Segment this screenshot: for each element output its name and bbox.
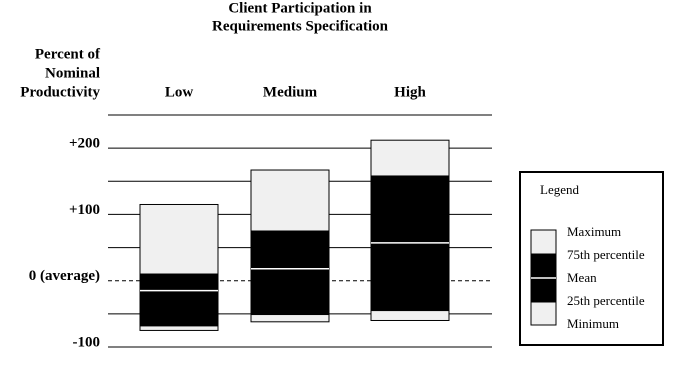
legend-label: Maximum	[567, 224, 621, 239]
legend-label: 75th percentile	[567, 247, 645, 262]
legend-label: Minimum	[567, 316, 619, 331]
chart-title: Client Participation in	[228, 0, 372, 16]
y-tick-label: +100	[69, 202, 100, 218]
upper-range	[250, 169, 330, 232]
lower-range	[250, 314, 330, 323]
x-tick-label: Low	[165, 84, 194, 100]
upper-range	[139, 203, 219, 275]
chart-title: Requirements Specification	[212, 18, 389, 34]
y-tick-label: +200	[69, 136, 100, 152]
interquartile-box	[250, 230, 330, 316]
lower-range	[370, 310, 450, 321]
x-tick-label: Medium	[263, 84, 318, 100]
y-axis-label: Nominal	[45, 65, 100, 81]
y-tick-label: -100	[73, 334, 101, 350]
lower-range	[139, 325, 219, 331]
interquartile-box	[139, 273, 219, 327]
y-axis-label: Percent of	[35, 46, 101, 62]
y-tick-label: 0 (average)	[29, 268, 100, 284]
x-tick-label: High	[394, 84, 426, 100]
legend-label: 25th percentile	[567, 293, 645, 308]
upper-range	[370, 139, 450, 177]
legend-label: Mean	[567, 270, 597, 285]
y-axis-label: Productivity	[20, 84, 100, 100]
legend-title: Legend	[540, 182, 579, 197]
